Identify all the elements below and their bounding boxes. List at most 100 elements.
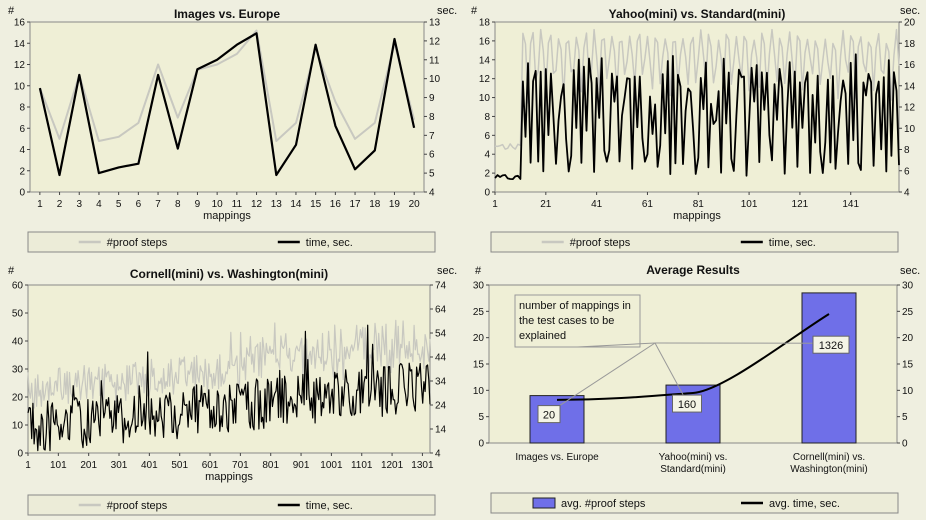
y-left-tick-label: 20 bbox=[473, 333, 485, 344]
y-right-tick-label: 4 bbox=[904, 188, 910, 199]
legend-label-proof-steps: #proof steps bbox=[107, 500, 168, 512]
y-right-tick-label: 16 bbox=[904, 60, 916, 71]
chart-title: Average Results bbox=[646, 263, 740, 277]
y-right-tick-label: 8 bbox=[429, 112, 435, 123]
series-line-time bbox=[494, 53, 900, 180]
x-tick-label: 2 bbox=[57, 199, 63, 210]
annotation-leader-line bbox=[654, 342, 688, 403]
series-line-time bbox=[27, 324, 431, 452]
y-right-tick-label: 13 bbox=[429, 18, 441, 29]
x-tick-label: 1201 bbox=[381, 460, 404, 471]
y-right-tick-label: 10 bbox=[904, 124, 916, 135]
annotation-leader-line bbox=[548, 342, 656, 414]
y-axis-left-label: # bbox=[8, 265, 15, 277]
x-tick-label: 101 bbox=[50, 460, 67, 471]
x-tick-label: 14 bbox=[290, 199, 302, 210]
y-left-tick-label: 40 bbox=[12, 337, 24, 348]
y-left-tick-label: 5 bbox=[478, 412, 484, 423]
legend-label-avg-time: avg. time, sec. bbox=[769, 498, 840, 510]
y-right-tick-label: 64 bbox=[435, 305, 447, 316]
y-left-tick-label: 50 bbox=[12, 309, 24, 320]
y-left-tick-label: 16 bbox=[14, 18, 26, 29]
x-tick-label: 501 bbox=[171, 460, 188, 471]
y-left-tick-label: 60 bbox=[12, 281, 24, 292]
y-left-tick-label: 25 bbox=[473, 307, 485, 318]
annotation-text: explained bbox=[519, 330, 566, 342]
x-tick-label: 16 bbox=[330, 199, 342, 210]
legend-box bbox=[27, 231, 436, 253]
x-tick-label: 1301 bbox=[411, 460, 434, 471]
x-axis-label: mappings bbox=[205, 471, 253, 483]
x-tick-label: 5 bbox=[116, 199, 122, 210]
y-right-tick-label: 8 bbox=[904, 145, 910, 156]
y-right-tick-label: 15 bbox=[902, 360, 914, 371]
annotation-box bbox=[514, 294, 641, 348]
y-left-tick-label: 10 bbox=[12, 421, 24, 432]
y-axis-right-label: sec. bbox=[900, 5, 920, 17]
x-tick-label: 1 bbox=[492, 199, 498, 210]
x-tick-label: 61 bbox=[642, 199, 654, 210]
x-axis-label: mappings bbox=[203, 210, 251, 222]
legend-label-time: time, sec. bbox=[306, 500, 353, 512]
y-axis-left-label: # bbox=[475, 265, 482, 277]
data-label-box bbox=[537, 405, 561, 424]
y-left-tick-label: 20 bbox=[12, 393, 24, 404]
y-left-tick-label: 4 bbox=[19, 145, 25, 156]
y-axis-right-label: sec. bbox=[900, 265, 920, 277]
series-line-time bbox=[38, 32, 416, 177]
legend-label-avg-proof-steps: avg. #proof steps bbox=[561, 498, 646, 510]
x-axis-label: mappings bbox=[673, 210, 721, 222]
x-tick-label: 3 bbox=[76, 199, 82, 210]
x-tick-label: 101 bbox=[741, 199, 758, 210]
x-tick-label: 81 bbox=[693, 199, 705, 210]
y-right-tick-label: 44 bbox=[435, 353, 447, 364]
annotation-text: number of mappings in bbox=[519, 300, 631, 312]
y-right-tick-label: 9 bbox=[429, 93, 435, 104]
y-left-tick-label: 8 bbox=[484, 112, 490, 123]
y-axis-right-label: sec. bbox=[437, 5, 457, 17]
legend-box bbox=[490, 231, 899, 253]
y-right-tick-label: 12 bbox=[429, 36, 441, 47]
y-left-tick-label: 6 bbox=[484, 131, 490, 142]
data-label: 1326 bbox=[819, 340, 843, 352]
data-label-box bbox=[812, 335, 850, 354]
y-left-tick-label: 8 bbox=[19, 103, 25, 114]
y-left-tick-label: 18 bbox=[479, 18, 491, 29]
y-left-tick-label: 30 bbox=[12, 365, 24, 376]
chart-title: Yahoo(mini) vs. Standard(mini) bbox=[609, 7, 786, 21]
legend-label-proof-steps: #proof steps bbox=[107, 237, 168, 249]
y-right-tick-label: 10 bbox=[429, 74, 441, 85]
x-tick-label: 21 bbox=[540, 199, 552, 210]
legend-label-proof-steps: #proof steps bbox=[570, 237, 631, 249]
y-right-tick-label: 30 bbox=[902, 281, 914, 292]
x-tick-label: 18 bbox=[369, 199, 381, 210]
y-left-tick-label: 14 bbox=[14, 39, 26, 50]
y-left-tick-label: 0 bbox=[478, 439, 484, 450]
y-right-tick-label: 5 bbox=[429, 169, 435, 180]
y-left-tick-label: 10 bbox=[479, 93, 491, 104]
x-tick-label: 301 bbox=[111, 460, 128, 471]
chart-title: Images vs. Europe bbox=[174, 7, 280, 21]
x-tick-label: 1 bbox=[37, 199, 43, 210]
y-right-tick-label: 12 bbox=[904, 103, 916, 114]
y-right-tick-label: 14 bbox=[904, 81, 916, 92]
y-right-tick-label: 20 bbox=[904, 18, 916, 29]
x-tick-label: 12 bbox=[251, 199, 263, 210]
x-tick-label: 121 bbox=[792, 199, 809, 210]
x-tick-label: 601 bbox=[202, 460, 219, 471]
y-axis-right-label: sec. bbox=[437, 265, 457, 277]
y-right-tick-label: 18 bbox=[904, 39, 916, 50]
series-line-proof-steps bbox=[38, 29, 416, 142]
y-right-tick-label: 74 bbox=[435, 281, 447, 292]
series-line-proof-steps bbox=[27, 319, 431, 409]
y-left-tick-label: 4 bbox=[484, 150, 490, 161]
x-tick-label: 1101 bbox=[351, 460, 373, 471]
y-left-tick-label: 12 bbox=[479, 74, 491, 85]
plot-area bbox=[29, 21, 425, 193]
legend-label-time: time, sec. bbox=[306, 237, 353, 249]
x-category-label: Cornell(mini) vs. bbox=[793, 452, 865, 463]
y-right-tick-label: 6 bbox=[904, 166, 910, 177]
x-category-label: Washington(mini) bbox=[790, 464, 867, 475]
y-axis-left-label: # bbox=[471, 5, 478, 17]
x-tick-label: 7 bbox=[155, 199, 161, 210]
